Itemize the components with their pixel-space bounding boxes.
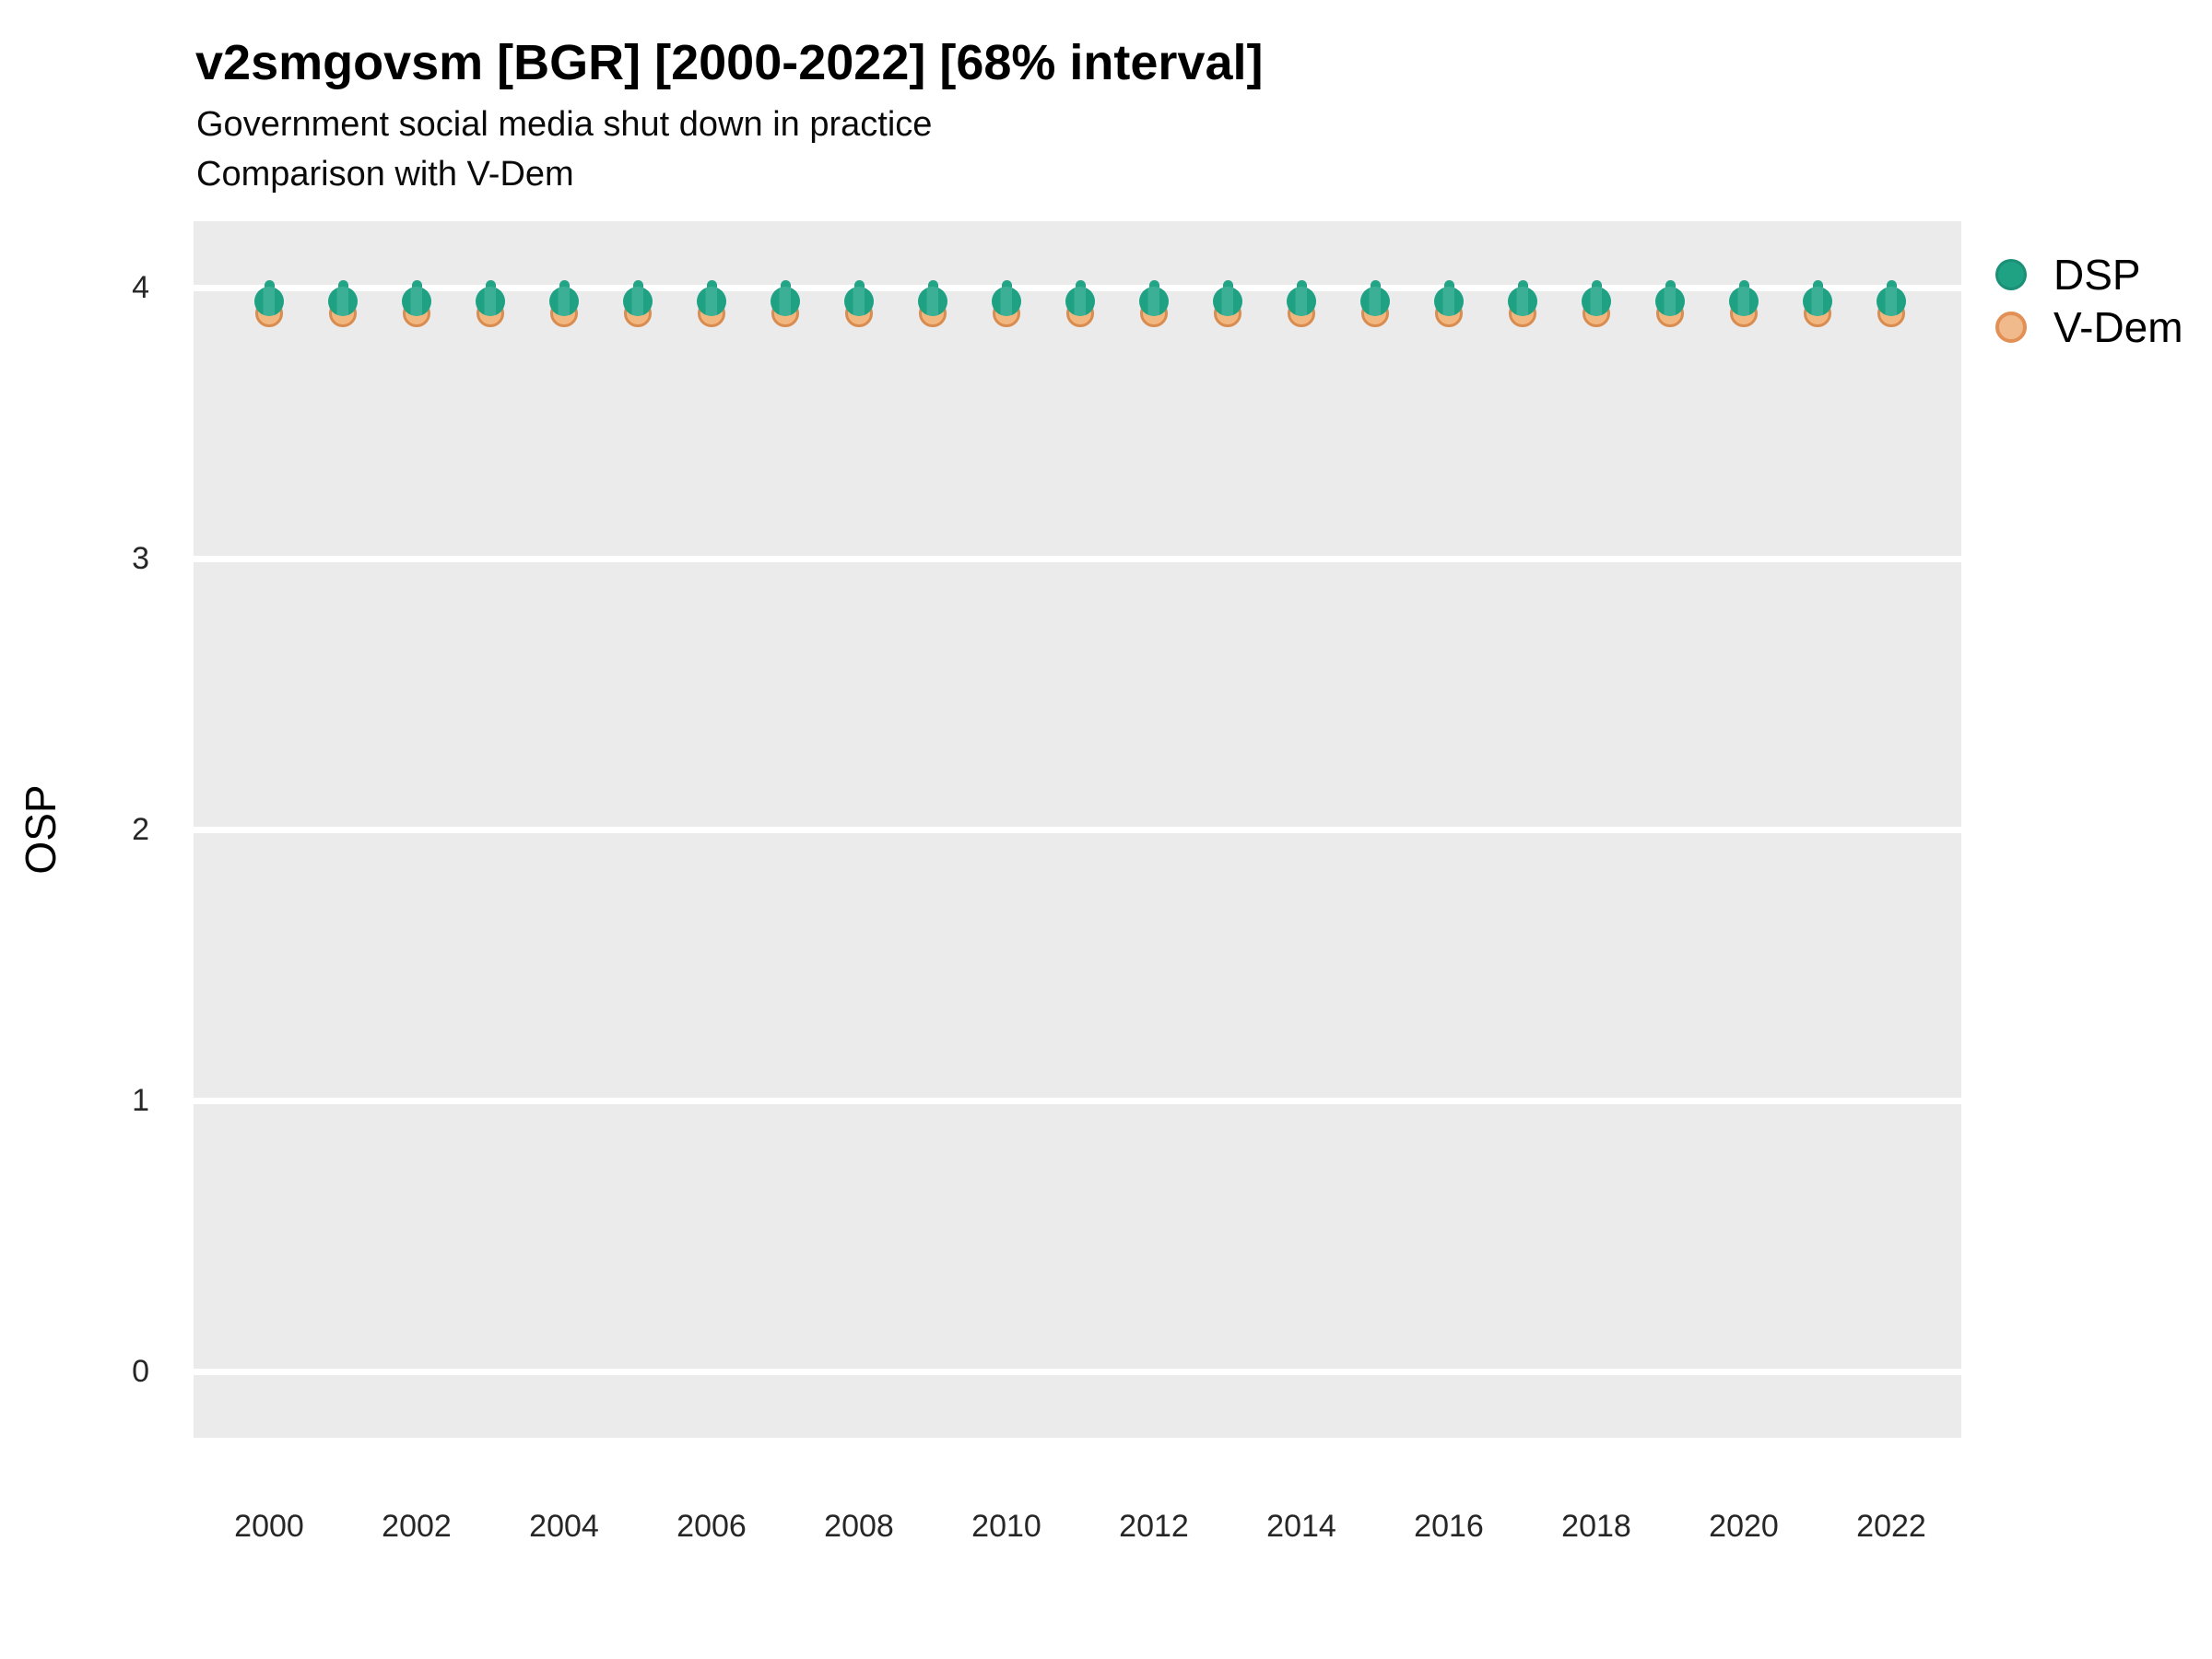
dsp-point-2001 bbox=[328, 286, 358, 316]
x-tick-label-2008: 2008 bbox=[824, 1509, 894, 1544]
dsp-point-2017 bbox=[1508, 286, 1537, 316]
dsp-point-2000 bbox=[254, 286, 284, 316]
dsp-point-2019 bbox=[1655, 286, 1685, 316]
x-tick-label-2022: 2022 bbox=[1856, 1509, 1926, 1544]
plot-panel bbox=[194, 221, 1961, 1438]
chart-title: v2smgovsm [BGR] [2000-2022] [68% interva… bbox=[195, 35, 1264, 90]
x-tick-label-2006: 2006 bbox=[677, 1509, 747, 1544]
dsp-point-2004 bbox=[549, 286, 579, 316]
x-tick-label-2002: 2002 bbox=[382, 1509, 452, 1544]
x-tick-label-2016: 2016 bbox=[1414, 1509, 1484, 1544]
x-tick-label-2012: 2012 bbox=[1119, 1509, 1189, 1544]
gridline-y-3 bbox=[194, 555, 1961, 562]
dsp-point-2003 bbox=[476, 286, 505, 316]
x-tick-label-2000: 2000 bbox=[234, 1509, 304, 1544]
dsp-point-2022 bbox=[1877, 286, 1906, 316]
y-tick-label-3: 3 bbox=[132, 541, 149, 576]
y-tick-label-0: 0 bbox=[132, 1354, 149, 1389]
legend-marker-v-dem-icon bbox=[1995, 312, 2027, 343]
legend-label-v-dem: V-Dem bbox=[2053, 303, 2183, 351]
dsp-point-2014 bbox=[1287, 286, 1316, 316]
dsp-point-2009 bbox=[918, 286, 947, 316]
dsp-point-2002 bbox=[402, 286, 431, 316]
dsp-point-2010 bbox=[992, 286, 1021, 316]
x-tick-label-2020: 2020 bbox=[1709, 1509, 1779, 1544]
dsp-point-2005 bbox=[623, 286, 653, 316]
gridline-y-1 bbox=[194, 1097, 1961, 1104]
y-tick-label-2: 2 bbox=[132, 812, 149, 847]
gridline-y-0 bbox=[194, 1368, 1961, 1375]
x-tick-label-2010: 2010 bbox=[971, 1509, 1041, 1544]
gridline-y-2 bbox=[194, 826, 1961, 833]
legend-marker-dsp-icon bbox=[1995, 259, 2027, 290]
dsp-point-2011 bbox=[1065, 286, 1095, 316]
chart-subtitle-line1: Government social media shut down in pra… bbox=[196, 105, 933, 144]
y-tick-label-1: 1 bbox=[132, 1083, 149, 1118]
dsp-point-2020 bbox=[1729, 286, 1759, 316]
dsp-point-2013 bbox=[1213, 286, 1242, 316]
legend-label-dsp: DSP bbox=[2053, 251, 2141, 299]
dsp-point-2015 bbox=[1360, 286, 1390, 316]
dsp-point-2018 bbox=[1582, 286, 1611, 316]
dsp-point-2006 bbox=[697, 286, 726, 316]
x-tick-label-2018: 2018 bbox=[1561, 1509, 1631, 1544]
dsp-point-2021 bbox=[1803, 286, 1832, 316]
dsp-point-2012 bbox=[1139, 286, 1169, 316]
x-tick-label-2004: 2004 bbox=[529, 1509, 599, 1544]
y-tick-label-4: 4 bbox=[132, 270, 149, 305]
dsp-point-2007 bbox=[771, 286, 800, 316]
chart-subtitle-line2: Comparison with V-Dem bbox=[196, 155, 574, 194]
x-tick-label-2014: 2014 bbox=[1266, 1509, 1336, 1544]
dsp-point-2008 bbox=[844, 286, 874, 316]
dsp-point-2016 bbox=[1434, 286, 1464, 316]
